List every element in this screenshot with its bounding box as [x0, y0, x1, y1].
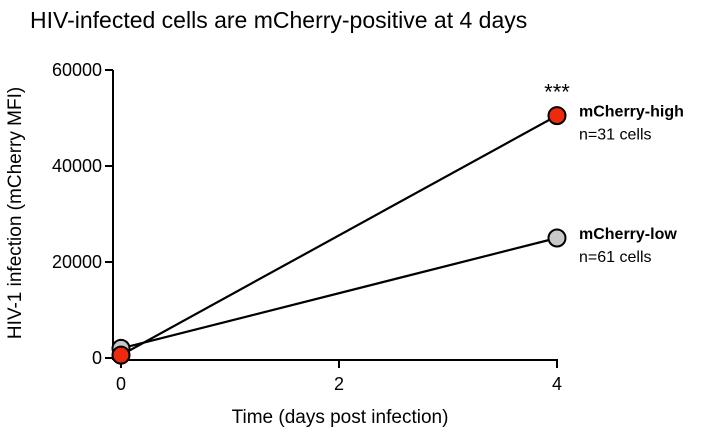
series-labels: mCherry-low n=61 cells mCherry-high n=31 ce… — [579, 104, 684, 266]
series-count-label: n=61 cells — [579, 249, 652, 266]
series-name-label: mCherry-low — [579, 226, 677, 243]
chart-title: HIV-infected cells are mCherry-positive … — [30, 7, 527, 33]
series-line-mcherry-low — [120, 236, 558, 350]
x-tick-label: 4 — [552, 374, 562, 394]
y-tick-label: 40000 — [52, 156, 102, 176]
data-point-mcherry-low-1 — [547, 228, 567, 248]
y-tick-label: 0 — [92, 348, 102, 368]
x-axis-label: Time (days post infection) — [232, 407, 449, 428]
data-point-mcherry-high-0 — [111, 345, 131, 365]
series-points — [111, 106, 567, 365]
significance-annotation: *** — [544, 80, 570, 105]
y-axis-label: HIV-1 infection (mCherry MFI) — [5, 87, 26, 339]
series-lines — [120, 114, 558, 357]
y-tick-label: 60000 — [52, 60, 102, 80]
series-line-mcherry-high — [120, 114, 558, 357]
x-tick-label: 2 — [334, 374, 344, 394]
series-layer: mCherry-low n=61 cells mCherry-high n=31 ce… — [111, 104, 684, 365]
y-tick-label: 20000 — [52, 252, 102, 272]
x-tick-label: 0 — [116, 374, 126, 394]
series-count-label: n=31 cells — [579, 127, 652, 144]
data-point-mcherry-high-1 — [547, 106, 567, 126]
series-name-label: mCherry-high — [579, 104, 684, 121]
x-ticks: 0 2 4 — [116, 360, 562, 394]
y-ticks: 0 20000 40000 60000 — [52, 60, 113, 368]
